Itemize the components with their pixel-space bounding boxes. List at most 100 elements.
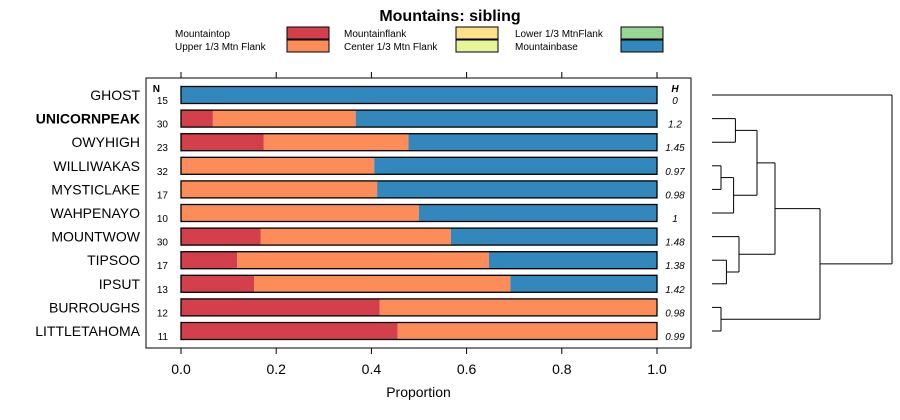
bar-outline-unicornpeak (180, 109, 658, 128)
bar-segment-williwakas-upper-1-3-mtn-flank (181, 157, 375, 175)
bar-segment-mountwow-mountaintop (181, 228, 261, 246)
category-label-littletahoma: LITTLETAHOMA (35, 323, 140, 339)
h-value-burroughs: 0.98 (665, 308, 685, 319)
plot-panel-border (145, 77, 692, 349)
chart-title: Mountains: sibling (379, 8, 520, 25)
bar-segment-ipsut-mountainbase (510, 275, 657, 293)
x-tick-label-0: 0.0 (171, 361, 191, 377)
legend-label-lower-1-3-mtnflank: Lower 1/3 MtnFlank (515, 29, 604, 40)
legend-swatch-mountainbase (620, 39, 664, 53)
bar-outline-mountwow (180, 227, 658, 246)
bar-segment-ghost-mountainbase (181, 86, 657, 104)
legend-label-upper-1-3-mtn-flank: Upper 1/3 Mtn Flank (175, 42, 267, 53)
category-label-mountwow: MOUNTWOW (51, 229, 140, 245)
category-label-mysticlake: MYSTICLAKE (51, 181, 140, 197)
bar-outline-mysticlake (180, 180, 658, 199)
n-value-ipsut: 13 (157, 285, 169, 296)
bar-outline-wahpenayo (180, 203, 658, 223)
n-value-littletahoma: 11 (158, 332, 169, 343)
bar-row-burroughs (180, 298, 658, 317)
category-label-tipsoo: TIPSOO (87, 252, 140, 268)
bar-row-williwakas (180, 156, 658, 175)
n-value-williwakas: 32 (157, 167, 169, 178)
bar-segment-littletahoma-mountaintop (181, 322, 398, 340)
bar-segment-wahpenayo-upper-1-3-mtn-flank (181, 204, 419, 222)
h-value-mountwow: 1.48 (665, 238, 685, 249)
bar-segment-mountwow-upper-1-3-mtn-flank (260, 228, 451, 246)
category-label-williwakas: WILLIWAKAS (53, 158, 140, 174)
n-value-burroughs: 12 (157, 308, 169, 319)
bar-segment-unicornpeak-mountaintop (181, 110, 213, 128)
bar-row-ipsut (180, 274, 658, 293)
category-label-burroughs: BURROUGHS (49, 299, 140, 315)
bar-row-owyhigh (180, 133, 658, 152)
bar-outline-williwakas (180, 156, 658, 175)
legend-label-mountainbase: Mountainbase (515, 42, 578, 53)
x-tick-label-1: 0.2 (266, 361, 286, 377)
bar-segment-owyhigh-upper-1-3-mtn-flank (263, 133, 409, 151)
legend-label-center-1-3-mtn-flank: Center 1/3 Mtn Flank (344, 42, 438, 53)
h-value-mysticlake: 0.98 (665, 190, 685, 201)
bar-row-mountwow (180, 227, 658, 246)
dendrogram (712, 94, 893, 332)
category-labels: GHOST 15 0 UNICORNPEAK 30 1.2 OWYHIGH 23 1.45 WIL… (35, 87, 685, 343)
h-value-ipsut: 1.42 (665, 285, 685, 296)
h-value-littletahoma: 0.99 (665, 332, 685, 343)
bar-row-mysticlake (180, 180, 658, 199)
category-label-ipsut: IPSUT (99, 276, 141, 292)
bar-outline-owyhigh (180, 133, 658, 152)
h-value-ghost: 0 (672, 96, 678, 107)
x-tick-label-2: 0.4 (362, 361, 382, 377)
legend-swatch-mountaintop (286, 26, 330, 40)
category-label-wahpenayo: WAHPENAYO (51, 205, 141, 221)
x-axis: 0.0 0.2 0.4 0.6 0.8 1.0 (171, 72, 667, 377)
n-value-tipsoo: 17 (157, 261, 169, 272)
bar-segment-ipsut-mountaintop (181, 275, 255, 293)
bar-segment-burroughs-upper-1-3-mtn-flank (379, 298, 657, 316)
n-value-wahpenayo: 10 (157, 214, 169, 225)
bar-segment-williwakas-mountainbase (374, 157, 657, 175)
bar-row-littletahoma (180, 321, 658, 341)
legend-swatch-upper-1-3-mtn-flank (286, 39, 330, 53)
category-label-unicornpeak: UNICORNPEAK (36, 111, 140, 127)
bar-segment-owyhigh-mountaintop (181, 133, 264, 151)
bar-segment-wahpenayo-mountainbase (419, 204, 657, 222)
n-column-header: N (153, 84, 160, 95)
bar-outline-ipsut (180, 274, 658, 293)
bar-segment-mountwow-mountainbase (450, 228, 657, 246)
n-value-unicornpeak: 30 (157, 120, 169, 131)
x-tick-label-4: 0.8 (552, 361, 572, 377)
legend-label-mountaintop: Mountaintop (175, 29, 230, 40)
bar-outline-littletahoma (180, 321, 658, 341)
bar-segment-unicornpeak-upper-1-3-mtn-flank (212, 110, 356, 128)
x-tick-label-3: 0.6 (457, 361, 477, 377)
bar-segment-mysticlake-mountainbase (377, 180, 657, 198)
bar-row-wahpenayo (180, 203, 658, 223)
legend: Mountaintop Upper 1/3 Mtn Flank Mountainfl… (175, 26, 664, 53)
bar-segment-tipsoo-mountainbase (488, 251, 657, 269)
x-axis-title: Proportion (386, 384, 451, 400)
bar-segment-mysticlake-upper-1-3-mtn-flank (181, 180, 378, 198)
bar-segment-unicornpeak-mountainbase (355, 110, 657, 128)
bar-row-ghost (180, 85, 658, 105)
bar-row-tipsoo (180, 251, 658, 270)
n-value-mountwow: 30 (157, 238, 169, 249)
bar-segment-burroughs-mountaintop (181, 298, 380, 316)
bar-outline-burroughs (180, 298, 658, 317)
legend-swatch-center-1-3-mtn-flank (455, 39, 499, 53)
bar-outline-ghost (180, 85, 658, 105)
legend-swatch-lower-1-3-mtnflank (620, 26, 664, 40)
x-tick-label-5: 1.0 (647, 361, 667, 377)
category-label-owyhigh: OWYHIGH (72, 134, 140, 150)
n-value-owyhigh: 23 (157, 143, 169, 154)
h-value-wahpenayo: 1 (672, 214, 678, 225)
h-value-williwakas: 0.97 (665, 167, 685, 178)
h-value-tipsoo: 1.38 (665, 261, 685, 272)
bar-outline-tipsoo (180, 251, 658, 270)
n-value-ghost: 15 (157, 96, 169, 107)
bar-row-unicornpeak (180, 109, 658, 128)
legend-swatch-mountainflank (455, 26, 499, 40)
category-label-ghost: GHOST (90, 87, 140, 103)
